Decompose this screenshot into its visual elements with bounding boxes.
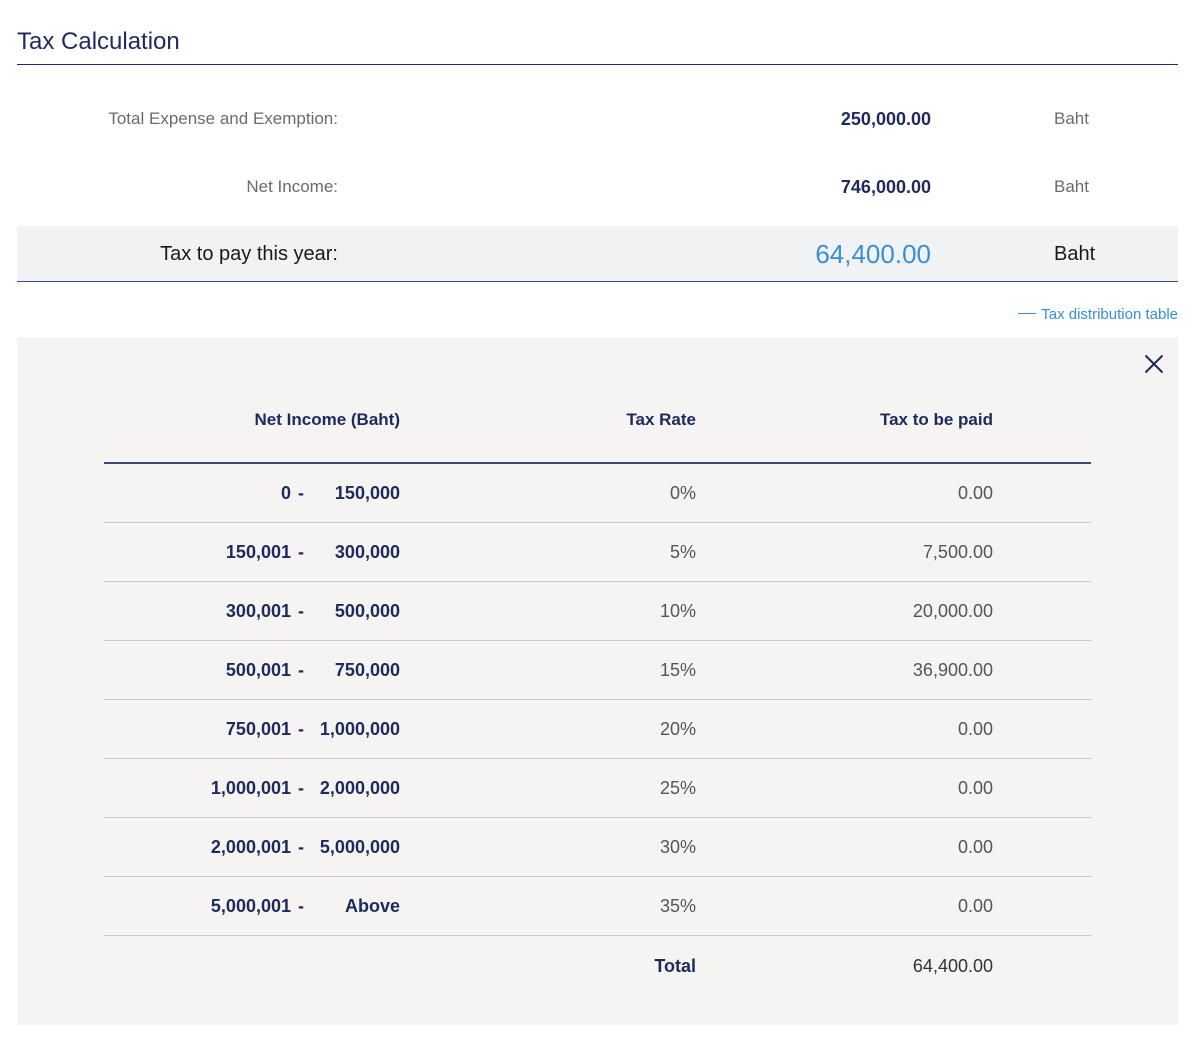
tax-amount: 20,000.00: [912, 601, 993, 621]
income-separator: -: [298, 660, 304, 680]
header-net-income: Net Income (Baht): [254, 410, 400, 429]
tax-rate: 0%: [669, 483, 696, 503]
income-from: 750,001: [225, 719, 291, 739]
income-from: 500,001: [225, 660, 291, 680]
tax-rate: 25%: [659, 778, 696, 798]
total-label: Total: [654, 956, 696, 976]
table-total-row: Total 64,400.00: [104, 936, 1091, 994]
tax-distribution-toggle[interactable]: Tax distribution table: [1018, 306, 1178, 323]
dash-icon: [1018, 312, 1037, 314]
income-separator: -: [298, 896, 304, 916]
income-separator: -: [298, 483, 304, 503]
income-from: 150,001: [225, 542, 291, 562]
net-income-label: Net Income:: [246, 177, 338, 196]
tax-amount: 0.00: [957, 778, 993, 798]
tax-amount: 36,900.00: [912, 660, 993, 680]
tax-distribution-table: Net Income (Baht) Tax Rate Tax to be pai…: [104, 381, 1091, 994]
tax-amount: 0.00: [957, 837, 993, 857]
income-to: 500,000: [334, 601, 400, 621]
header-tax-to-be-paid: Tax to be paid: [879, 410, 993, 429]
income-to: 1,000,000: [319, 719, 400, 739]
table-row: 5,000,001 - Above 35% 0.00: [104, 877, 1091, 936]
table-row: 500,001 - 750,000 15% 36,900.00: [104, 641, 1091, 700]
income-separator: -: [298, 778, 304, 798]
tax-amount: 7,500.00: [922, 542, 993, 562]
tax-rate: 35%: [659, 896, 696, 916]
net-income-value: 746,000.00: [840, 177, 931, 197]
tax-rate: 20%: [659, 719, 696, 739]
tax-rate: 10%: [659, 601, 696, 621]
income-separator: -: [298, 719, 304, 739]
summary-row-expense: Total Expense and Exemption: 250,000.00 …: [17, 91, 1178, 147]
tax-distribution-panel: Net Income (Baht) Tax Rate Tax to be pai…: [17, 337, 1178, 1025]
expense-unit: Baht: [1054, 109, 1089, 128]
income-from: 0: [280, 483, 291, 503]
income-to: 2,000,000: [319, 778, 400, 798]
table-row: 2,000,001 - 5,000,000 30% 0.00: [104, 818, 1091, 877]
tax-rate: 30%: [659, 837, 696, 857]
net-income-unit: Baht: [1054, 177, 1089, 196]
tax-distribution-toggle-label: Tax distribution table: [1041, 306, 1178, 323]
expense-value: 250,000.00: [840, 109, 931, 129]
table-row: 300,001 - 500,000 10% 20,000.00: [104, 582, 1091, 641]
income-from: 5,000,001: [210, 896, 291, 916]
income-to: 150,000: [334, 483, 400, 503]
tax-to-pay-value: 64,400.00: [815, 239, 931, 269]
header-tax-rate: Tax Rate: [626, 410, 696, 429]
tax-to-pay-unit: Baht: [1054, 243, 1096, 265]
income-separator: -: [298, 542, 304, 562]
income-to: 300,000: [334, 542, 400, 562]
tax-rate: 5%: [669, 542, 696, 562]
income-separator: -: [298, 601, 304, 621]
table-row: 750,001 - 1,000,000 20% 0.00: [104, 700, 1091, 759]
tax-amount: 0.00: [957, 483, 993, 503]
income-separator: -: [298, 837, 304, 857]
income-to: 750,000: [334, 660, 400, 680]
table-row: 1,000,001 - 2,000,000 25% 0.00: [104, 759, 1091, 818]
expense-label: Total Expense and Exemption:: [108, 109, 338, 128]
tax-rate: 15%: [659, 660, 696, 680]
table-row: 150,001 - 300,000 5% 7,500.00: [104, 523, 1091, 582]
tax-to-pay-label: Tax to pay this year:: [160, 243, 338, 265]
tax-amount: 0.00: [957, 896, 993, 916]
total-value: 64,400.00: [912, 956, 993, 976]
income-from: 1,000,001: [210, 778, 291, 798]
table-header: Net Income (Baht) Tax Rate Tax to be pai…: [104, 381, 1091, 464]
income-to: Above: [344, 896, 400, 916]
income-from: 300,001: [225, 601, 291, 621]
close-icon[interactable]: [1142, 353, 1164, 375]
summary-row-tax-to-pay: Tax to pay this year: 64,400.00 Baht: [17, 226, 1178, 282]
tax-amount: 0.00: [957, 719, 993, 739]
table-row: 0 - 150,000 0% 0.00: [104, 464, 1091, 523]
summary-row-net-income: Net Income: 746,000.00 Baht: [17, 159, 1178, 215]
page-title: Tax Calculation: [17, 28, 180, 55]
income-to: 5,000,000: [319, 837, 400, 857]
income-from: 2,000,001: [210, 837, 291, 857]
section-header: Tax Calculation: [17, 24, 1178, 65]
